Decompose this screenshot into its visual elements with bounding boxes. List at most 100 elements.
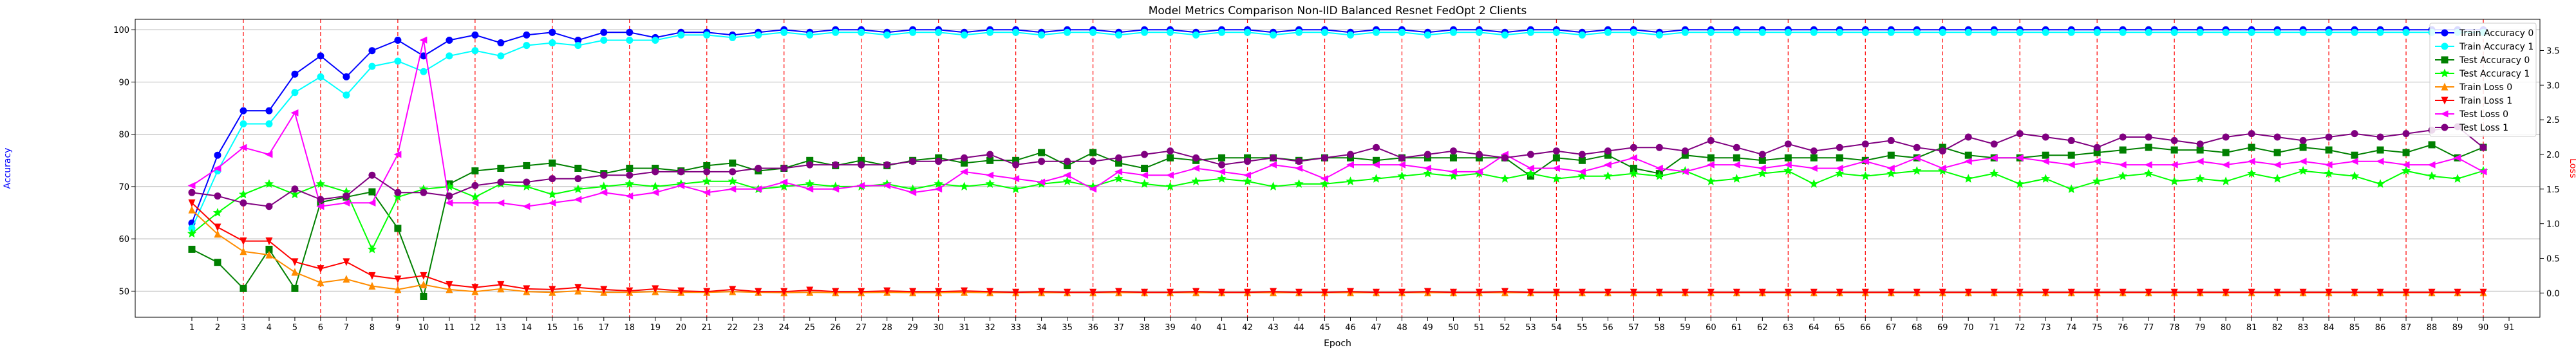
data-point — [574, 175, 582, 183]
data-point — [497, 165, 505, 172]
data-point — [523, 162, 531, 169]
y2-tick-label: 1.0 — [2546, 220, 2560, 230]
data-point — [2272, 174, 2282, 183]
data-point — [291, 70, 299, 78]
x-tick-label: 69 — [1937, 323, 1948, 333]
data-point — [1784, 154, 1792, 162]
data-point — [1939, 144, 1946, 151]
data-point — [2248, 288, 2255, 297]
x-tick-label: 27 — [856, 323, 867, 333]
data-point — [1346, 161, 1354, 169]
data-point — [1270, 288, 1277, 296]
x-tick-label: 48 — [1396, 323, 1407, 333]
x-tick-label: 32 — [984, 323, 995, 333]
data-point — [1501, 288, 1509, 296]
x-tick-label: 59 — [1680, 323, 1691, 333]
data-point — [1346, 151, 1354, 158]
x-tick-label: 4 — [267, 323, 272, 333]
data-point — [1475, 151, 1483, 158]
data-point — [857, 181, 865, 189]
data-point — [1063, 171, 1071, 179]
data-point — [1218, 154, 1226, 162]
data-point — [806, 286, 814, 295]
data-point — [1784, 140, 1792, 148]
data-point — [2402, 161, 2410, 169]
x-tick-label: 25 — [804, 323, 815, 333]
data-point — [1810, 28, 1818, 36]
data-point — [1552, 147, 1560, 155]
data-point — [1552, 28, 1560, 36]
x-tick-label: 9 — [395, 323, 400, 333]
data-point — [1630, 144, 1637, 151]
data-point — [1810, 147, 1818, 155]
data-point — [1912, 166, 1922, 175]
data-point — [2402, 288, 2410, 297]
data-point — [497, 281, 505, 289]
data-point — [496, 199, 505, 207]
data-point — [779, 181, 789, 190]
x-tick-label: 37 — [1113, 323, 1124, 333]
data-point — [2170, 136, 2178, 144]
data-point — [187, 181, 196, 189]
data-point — [1012, 161, 1020, 169]
data-point — [1268, 181, 1278, 190]
data-point — [471, 31, 479, 39]
data-point — [446, 285, 453, 293]
data-point — [1630, 28, 1637, 36]
data-point — [650, 181, 660, 190]
data-point — [600, 36, 608, 44]
data-point — [1758, 169, 1767, 178]
data-point — [1887, 28, 1895, 36]
data-point — [1861, 288, 1869, 297]
data-point — [2092, 158, 2101, 165]
data-point — [2441, 56, 2449, 64]
data-point — [1165, 181, 1175, 190]
data-point — [1012, 156, 1020, 164]
data-point — [1681, 147, 1689, 155]
x-tick-label: 63 — [1783, 323, 1794, 333]
data-point — [1604, 147, 1612, 155]
data-point — [1913, 144, 1921, 151]
data-point — [445, 199, 453, 207]
data-point — [2441, 82, 2449, 91]
data-point — [547, 189, 557, 199]
y2-tick-label: 3.0 — [2546, 81, 2560, 91]
data-point — [858, 156, 865, 164]
x-tick-label: 49 — [1422, 323, 1433, 333]
data-point — [1938, 165, 1946, 172]
data-point — [291, 89, 299, 97]
data-point — [2042, 151, 2049, 159]
data-point — [367, 244, 377, 254]
data-point — [368, 188, 376, 196]
data-point — [471, 199, 479, 207]
data-point — [1269, 161, 1277, 169]
data-point — [1089, 28, 1097, 36]
data-point — [1629, 169, 1639, 178]
x-tick-label: 38 — [1139, 323, 1150, 333]
data-point — [626, 171, 634, 179]
data-point — [2119, 133, 2127, 141]
data-point — [1089, 158, 1097, 165]
data-point — [1758, 165, 1766, 172]
data-point — [2118, 161, 2127, 169]
data-point — [935, 28, 943, 36]
data-point — [343, 275, 350, 283]
data-point — [1990, 288, 1998, 297]
data-point — [2299, 158, 2307, 165]
data-point — [2093, 144, 2101, 151]
data-point — [1836, 144, 1843, 151]
data-point — [1655, 288, 1663, 297]
data-point — [1964, 158, 1972, 165]
data-point — [1012, 28, 1020, 36]
data-point — [1038, 158, 1046, 165]
data-point — [2248, 28, 2255, 36]
data-point — [1294, 179, 1304, 188]
data-point — [935, 288, 943, 296]
data-point — [754, 185, 762, 193]
data-point — [394, 36, 402, 44]
x-tick-label: 77 — [2143, 323, 2154, 333]
data-point — [1449, 168, 1457, 176]
data-point — [240, 237, 247, 246]
x-tick-label: 19 — [650, 323, 661, 333]
